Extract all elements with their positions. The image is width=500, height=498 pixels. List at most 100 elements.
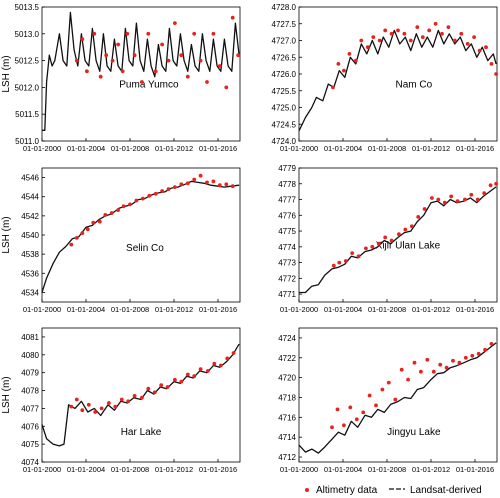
altimetry-point <box>374 403 378 408</box>
legend-landsat-label: Landsat-derived <box>410 485 482 496</box>
x-tick-label: 01-01-2012 <box>155 465 193 474</box>
altimetry-point <box>465 42 470 46</box>
panel-har-lake: 4074 4075 4076 4077 4078 4079 4080 4081 01-01-20… <box>1 327 241 474</box>
altimetry-point <box>80 37 85 42</box>
x-tick-label: 01-01-2004 <box>324 144 362 153</box>
altimetry-point <box>367 393 372 398</box>
y-tick-label: 4772 <box>278 274 296 283</box>
altimetry-point <box>153 191 158 196</box>
altimetry-point <box>69 404 74 409</box>
y-tick-label: 4726.0 <box>272 70 297 79</box>
altimetry-point <box>80 231 85 236</box>
x-tick-label: 01-01-2016 <box>199 305 237 314</box>
altimetry-point <box>420 35 425 39</box>
y-tick-label: 4728.0 <box>272 3 297 12</box>
altimetry-point <box>126 399 131 404</box>
y-tick-label: 4778 <box>278 180 296 189</box>
y-tick-label: 5011.5 <box>15 110 39 119</box>
altimetry-point <box>103 213 108 217</box>
y-tick-label: 4712 <box>278 453 296 462</box>
lake-name-label: Jingyu Lake <box>387 427 441 438</box>
altimetry-point <box>224 85 229 90</box>
altimetry-point <box>399 367 404 372</box>
lake-name-label: Har Lake <box>121 427 162 438</box>
altimetry-point <box>380 387 385 392</box>
x-tick-label: 01-01-2012 <box>155 144 193 153</box>
x-tick-label: 01-01-2008 <box>111 465 149 474</box>
altimetry-point <box>166 58 171 63</box>
y-axis-label: LSH (m) <box>1 216 12 253</box>
altimetry-point <box>140 395 144 400</box>
altimetry-point <box>98 74 103 79</box>
altimetry-point <box>406 377 410 382</box>
altimetry-point <box>74 397 79 402</box>
panel-xijir-ulan-lake: 4771 4772 4773 4774 4775 4776 4777 4778 4779 01-0… <box>278 164 498 314</box>
altimetry-point <box>74 236 79 240</box>
x-tick-label: 01-01-2012 <box>412 144 450 153</box>
y-tick-label: 5012.5 <box>15 57 40 66</box>
x-tick-label: 01-01-2016 <box>199 144 237 153</box>
altimetry-point <box>217 183 222 188</box>
altimetry-point <box>69 242 74 247</box>
altimetry-point <box>86 402 91 407</box>
x-tick-label: 01-01-2016 <box>199 465 237 474</box>
y-tick-label: 4722 <box>278 354 296 363</box>
altimetry-point <box>85 227 90 232</box>
y-tick-label: 4538 <box>21 250 39 259</box>
legend-altimetry-marker <box>305 488 309 492</box>
altimetry-point <box>119 397 124 402</box>
altimetry-point <box>455 199 460 204</box>
altimetry-point <box>225 356 230 361</box>
altimetry-point <box>402 31 407 36</box>
y-tick-label: 4724.5 <box>272 120 297 129</box>
altimetry-point <box>459 31 464 36</box>
altimetry-point <box>359 38 364 43</box>
plot-frame <box>298 327 498 463</box>
panel-puma-yumco: 5011.0 5011.5 5012.0 5012.5 5013.0 5013.5 01-0… <box>1 3 241 153</box>
y-tick-label: 4714 <box>278 433 296 442</box>
y-tick-label: 4540 <box>21 231 39 240</box>
altimetry-point <box>212 361 217 366</box>
altimetry-point <box>342 423 346 428</box>
y-tick-label: 4075 <box>21 440 39 449</box>
landsat-series-line <box>41 343 240 447</box>
y-tick-label: 4534 <box>21 288 39 297</box>
y-tick-label: 4779 <box>278 164 296 173</box>
altimetry-point <box>484 45 488 50</box>
altimetry-point <box>409 224 414 229</box>
altimetry-point <box>371 35 376 39</box>
altimetry-point <box>74 58 79 63</box>
y-tick-label: 4076 <box>21 422 39 431</box>
altimetry-point <box>463 197 467 202</box>
altimetry-point <box>224 182 229 187</box>
altimetry-point <box>192 31 197 36</box>
altimetry-point <box>494 72 498 76</box>
altimetry-point <box>386 380 391 385</box>
altimetry-point <box>166 187 171 192</box>
x-tick-label: 01-01-2000 <box>280 305 318 314</box>
altimetry-point <box>331 85 335 90</box>
altimetry-point <box>185 74 190 79</box>
altimetry-point <box>147 193 152 198</box>
altimetry-point <box>121 204 126 209</box>
altimetry-point <box>231 351 236 355</box>
altimetry-point <box>444 365 449 370</box>
altimetry-point <box>494 181 498 186</box>
altimetry-point <box>107 401 111 405</box>
y-tick-label: 4081 <box>21 333 39 342</box>
altimetry-point <box>489 62 494 66</box>
altimetry-point <box>146 386 151 391</box>
altimetry-point <box>457 360 462 365</box>
altimetry-point <box>353 58 358 63</box>
altimetry-point <box>452 38 457 43</box>
altimetry-point <box>354 417 359 422</box>
y-tick-label: 4727.0 <box>272 37 297 46</box>
y-axis-label: LSH (m) <box>1 376 12 413</box>
x-tick-label: 01-01-2000 <box>23 465 61 474</box>
y-tick-label: 4774 <box>278 243 296 252</box>
altimetry-point <box>438 362 443 367</box>
altimetry-point <box>433 21 438 26</box>
altimetry-point <box>104 53 109 58</box>
altimetry-point <box>343 259 348 263</box>
